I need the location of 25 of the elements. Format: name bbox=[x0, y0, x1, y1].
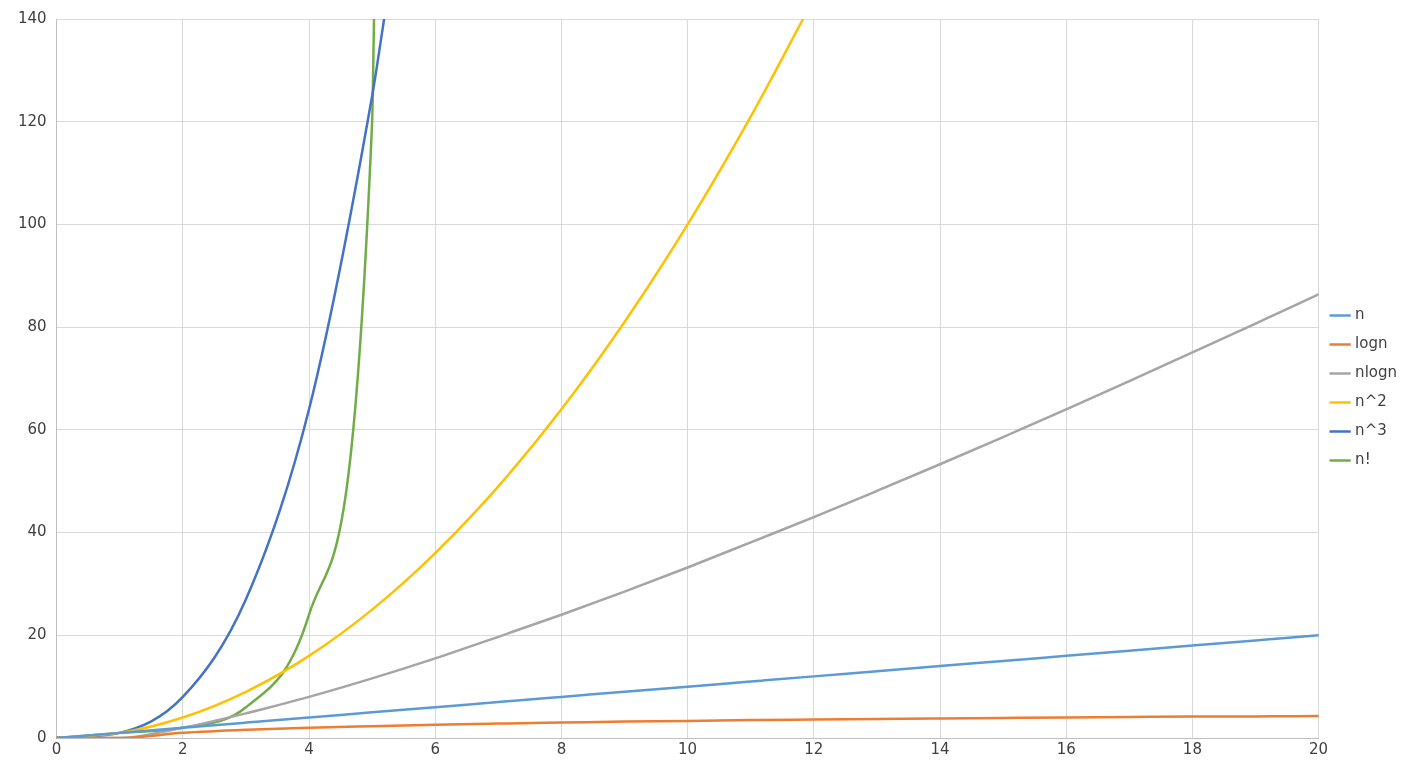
x-tick-label: 18 bbox=[1182, 739, 1202, 758]
legend-label: n^3 bbox=[1355, 421, 1387, 440]
y-tick-label: 40 bbox=[27, 522, 47, 541]
legend-label: n bbox=[1355, 305, 1365, 324]
y-tick-label: 80 bbox=[27, 317, 47, 336]
x-tick-label: 8 bbox=[556, 739, 567, 758]
legend-label: nlogn bbox=[1355, 363, 1398, 382]
x-tick-label: 10 bbox=[678, 739, 698, 758]
x-tick-label: 14 bbox=[930, 739, 950, 758]
y-tick-label: 20 bbox=[27, 625, 47, 644]
x-tick-label: 2 bbox=[178, 739, 188, 758]
legend-label: logn bbox=[1355, 334, 1388, 353]
y-tick-label: 120 bbox=[17, 111, 47, 130]
y-tick-label: 60 bbox=[27, 419, 47, 438]
x-tick-label: 12 bbox=[804, 739, 824, 758]
legend-label: n^2 bbox=[1355, 392, 1387, 411]
legend-label: n! bbox=[1355, 450, 1371, 469]
y-tick-label: 140 bbox=[17, 8, 47, 27]
x-tick-label: 4 bbox=[304, 739, 314, 758]
x-tick-label: 6 bbox=[430, 739, 440, 758]
y-tick-label: 0 bbox=[37, 727, 47, 746]
y-tick-label: 100 bbox=[17, 214, 47, 233]
x-tick-label: 20 bbox=[1309, 739, 1329, 758]
x-tick-label: 16 bbox=[1056, 739, 1076, 758]
x-tick-label: 0 bbox=[51, 739, 62, 758]
